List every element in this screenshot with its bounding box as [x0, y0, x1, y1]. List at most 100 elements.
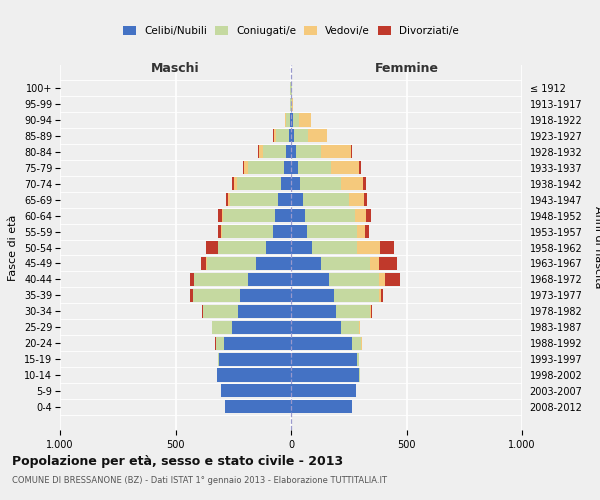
Bar [235, 177, 237, 190]
Bar [305, 209, 355, 222]
Bar [355, 209, 366, 222]
Bar [321, 257, 370, 270]
Bar [357, 352, 359, 366]
Bar [218, 241, 266, 254]
Bar [291, 368, 359, 382]
Bar [295, 130, 308, 142]
Bar [291, 209, 305, 222]
Bar [278, 193, 291, 206]
Bar [298, 162, 331, 174]
Bar [259, 146, 263, 158]
Bar [256, 257, 291, 270]
Bar [357, 241, 380, 254]
Bar [290, 114, 291, 126]
Bar [291, 273, 329, 286]
Bar [284, 114, 286, 126]
Bar [302, 193, 349, 206]
Bar [291, 162, 298, 174]
Bar [321, 146, 351, 158]
Bar [248, 162, 284, 174]
Bar [225, 400, 291, 413]
Bar [223, 209, 275, 222]
Bar [291, 289, 334, 302]
Bar [352, 336, 361, 349]
Bar [300, 177, 341, 190]
Bar [232, 320, 291, 334]
Bar [218, 209, 222, 222]
Bar [217, 368, 291, 382]
Y-axis label: Anni di nascita: Anni di nascita [593, 206, 600, 289]
Text: Maschi: Maschi [151, 62, 200, 76]
Bar [370, 257, 379, 270]
Bar [336, 304, 370, 318]
Bar [202, 257, 206, 270]
Bar [240, 289, 291, 302]
Bar [291, 352, 357, 366]
Legend: Celibi/Nubili, Coniugati/e, Vedovi/e, Divorziati/e: Celibi/Nubili, Coniugati/e, Vedovi/e, Di… [120, 23, 462, 39]
Bar [351, 146, 352, 158]
Bar [274, 130, 276, 142]
Bar [291, 304, 336, 318]
Bar [291, 384, 356, 398]
Bar [194, 273, 248, 286]
Bar [291, 146, 296, 158]
Bar [341, 177, 362, 190]
Bar [224, 336, 291, 349]
Bar [291, 336, 352, 349]
Bar [307, 225, 357, 238]
Bar [291, 257, 321, 270]
Bar [329, 273, 379, 286]
Bar [230, 193, 278, 206]
Bar [238, 304, 291, 318]
Bar [206, 257, 256, 270]
Bar [359, 162, 361, 174]
Text: COMUNE DI BRESSANONE (BZ) - Dati ISTAT 1° gennaio 2013 - Elaborazione TUTTITALIA: COMUNE DI BRESSANONE (BZ) - Dati ISTAT 1… [12, 476, 387, 485]
Bar [237, 177, 281, 190]
Bar [370, 304, 371, 318]
Bar [212, 320, 232, 334]
Bar [364, 193, 367, 206]
Bar [284, 162, 291, 174]
Bar [222, 225, 272, 238]
Bar [380, 289, 383, 302]
Bar [385, 273, 400, 286]
Bar [263, 146, 286, 158]
Bar [248, 273, 291, 286]
Bar [291, 177, 300, 190]
Bar [293, 114, 299, 126]
Bar [221, 225, 222, 238]
Bar [365, 225, 369, 238]
Bar [331, 162, 359, 174]
Text: Femmine: Femmine [374, 62, 439, 76]
Bar [266, 241, 291, 254]
Bar [202, 304, 203, 318]
Bar [366, 209, 371, 222]
Bar [379, 257, 397, 270]
Bar [291, 400, 352, 413]
Bar [193, 289, 240, 302]
Bar [222, 209, 223, 222]
Bar [291, 193, 302, 206]
Bar [190, 273, 194, 286]
Bar [218, 225, 221, 238]
Text: Popolazione per età, sesso e stato civile - 2013: Popolazione per età, sesso e stato civil… [12, 455, 343, 468]
Bar [272, 225, 291, 238]
Bar [203, 304, 238, 318]
Bar [291, 320, 341, 334]
Bar [281, 177, 291, 190]
Bar [291, 114, 293, 126]
Bar [291, 241, 312, 254]
Bar [228, 193, 230, 206]
Bar [289, 130, 291, 142]
Bar [362, 177, 366, 190]
Bar [286, 114, 290, 126]
Bar [334, 289, 379, 302]
Bar [357, 225, 365, 238]
Bar [190, 289, 193, 302]
Bar [275, 209, 291, 222]
Bar [312, 241, 357, 254]
Bar [291, 130, 295, 142]
Bar [221, 384, 291, 398]
Bar [292, 98, 293, 110]
Bar [380, 241, 394, 254]
